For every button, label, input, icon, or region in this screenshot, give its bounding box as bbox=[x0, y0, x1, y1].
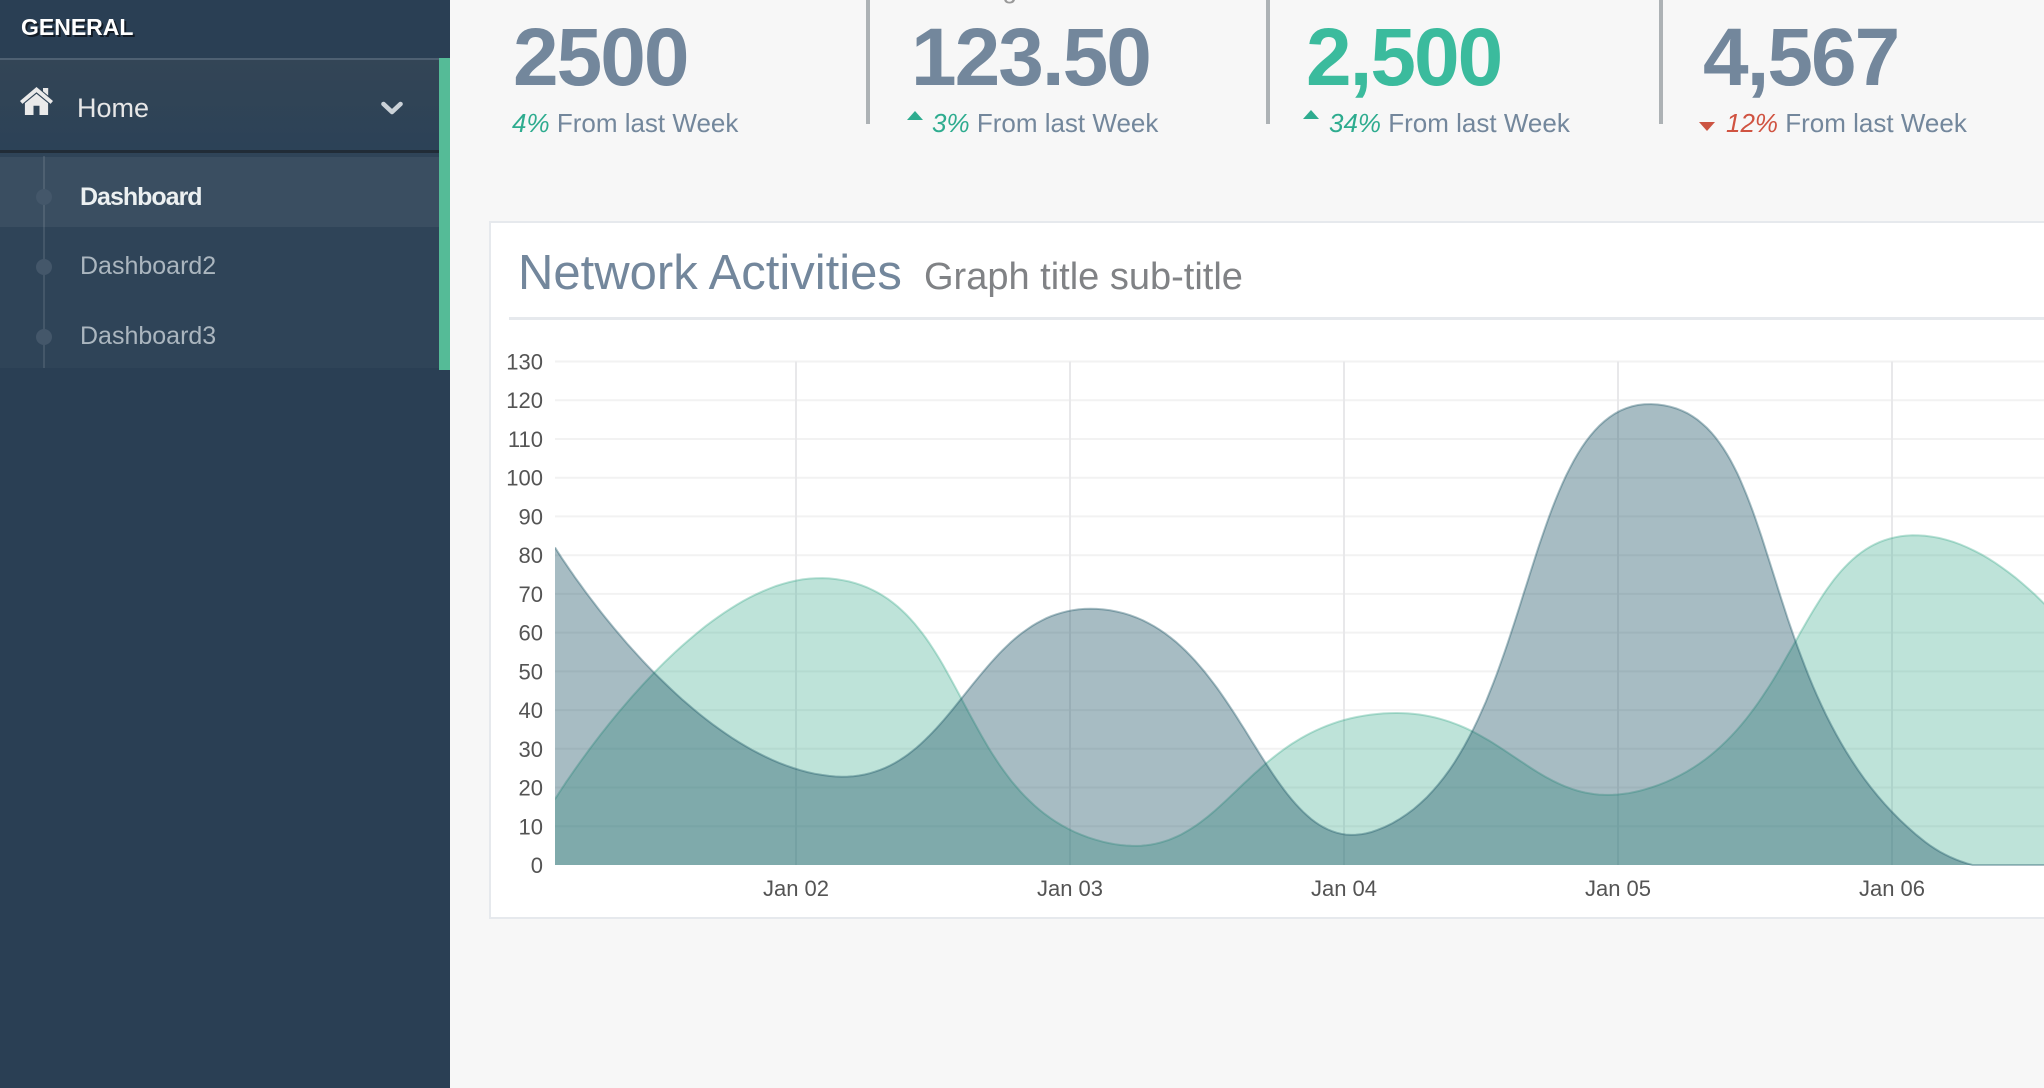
svg-text:30: 30 bbox=[519, 737, 543, 762]
svg-text:40: 40 bbox=[519, 698, 543, 723]
svg-text:70: 70 bbox=[519, 582, 543, 607]
svg-text:Jan 02: Jan 02 bbox=[763, 876, 829, 901]
svg-text:100: 100 bbox=[506, 466, 543, 491]
svg-text:90: 90 bbox=[519, 504, 543, 529]
svg-text:10: 10 bbox=[519, 814, 543, 839]
svg-text:0: 0 bbox=[531, 853, 543, 878]
svg-text:60: 60 bbox=[519, 621, 543, 646]
svg-text:110: 110 bbox=[508, 427, 543, 452]
svg-text:130: 130 bbox=[506, 350, 543, 375]
svg-text:80: 80 bbox=[519, 543, 543, 568]
svg-text:Jan 06: Jan 06 bbox=[1859, 876, 1925, 901]
svg-text:50: 50 bbox=[519, 659, 543, 684]
svg-text:Jan 04: Jan 04 bbox=[1311, 876, 1377, 901]
svg-text:120: 120 bbox=[506, 388, 543, 413]
svg-text:20: 20 bbox=[519, 776, 543, 801]
svg-text:Jan 05: Jan 05 bbox=[1585, 876, 1651, 901]
svg-text:Jan 03: Jan 03 bbox=[1037, 876, 1103, 901]
